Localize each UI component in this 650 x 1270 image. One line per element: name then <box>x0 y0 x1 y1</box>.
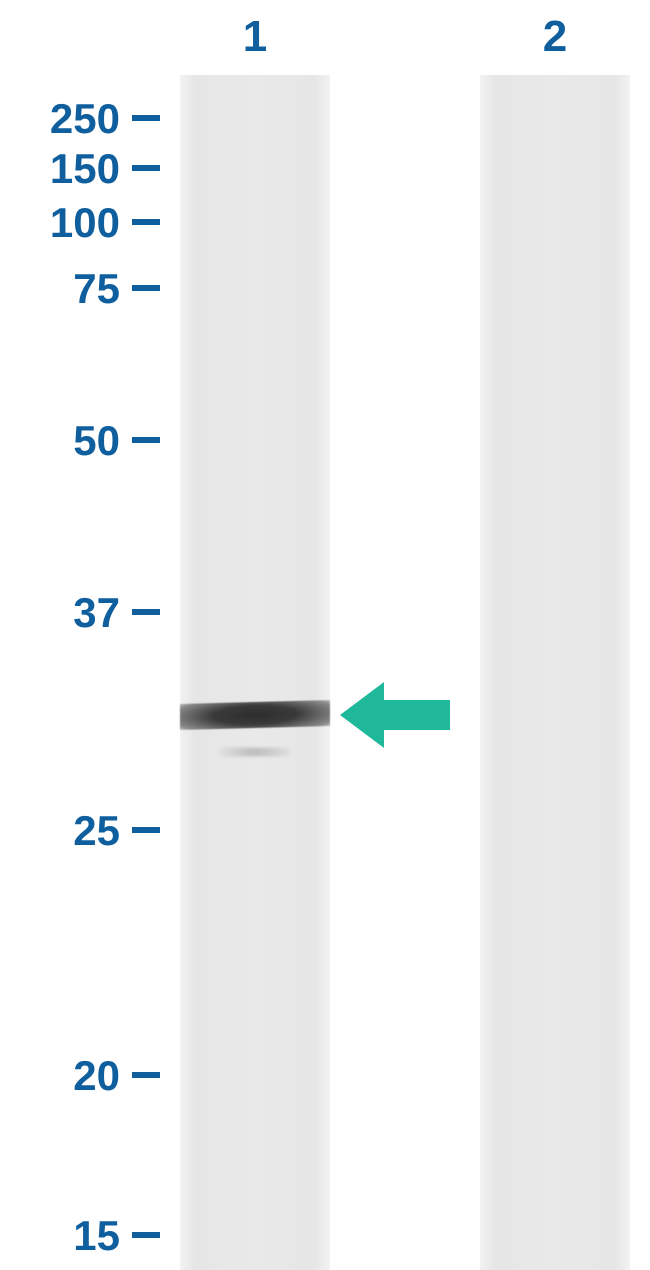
lane1-band-30kda <box>180 700 330 730</box>
ladder-label-150: 150 <box>50 145 120 193</box>
ladder-tick-75 <box>132 285 160 291</box>
arrow-left-icon <box>340 682 450 748</box>
ladder-label-15: 15 <box>73 1212 120 1260</box>
ladder-tick-50 <box>132 437 160 443</box>
lane-2-strip <box>480 75 630 1270</box>
band-indicator-arrow <box>340 682 450 748</box>
ladder-tick-20 <box>132 1072 160 1078</box>
ladder-tick-15 <box>132 1232 160 1238</box>
ladder-label-250: 250 <box>50 95 120 143</box>
lane-header-2: 2 <box>533 12 577 62</box>
ladder-tick-100 <box>132 219 160 225</box>
lane-header-1: 1 <box>233 12 277 62</box>
lane1-band-faint <box>220 747 290 757</box>
lane-1-strip <box>180 75 330 1270</box>
ladder-label-50: 50 <box>73 417 120 465</box>
ladder-tick-150 <box>132 165 160 171</box>
ladder-label-25: 25 <box>73 807 120 855</box>
ladder-tick-25 <box>132 827 160 833</box>
western-blot-figure: 1 2 250 150 100 75 50 37 25 20 15 <box>0 0 650 1270</box>
ladder-tick-37 <box>132 609 160 615</box>
ladder-label-37: 37 <box>73 589 120 637</box>
ladder-tick-250 <box>132 115 160 121</box>
ladder-label-100: 100 <box>50 199 120 247</box>
ladder-label-20: 20 <box>73 1052 120 1100</box>
ladder-label-75: 75 <box>73 265 120 313</box>
